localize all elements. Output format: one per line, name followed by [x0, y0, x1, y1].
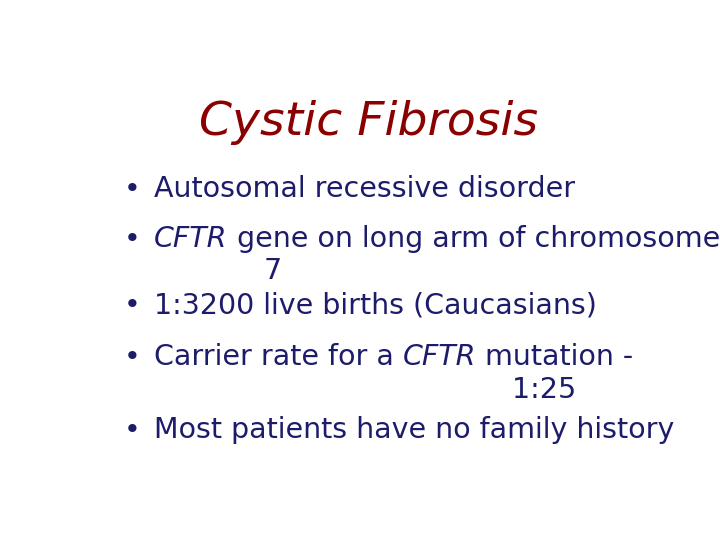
Text: Autosomal recessive disorder: Autosomal recessive disorder [154, 175, 575, 203]
Text: •: • [123, 175, 140, 203]
Text: gene on long arm of chromosome
    7: gene on long arm of chromosome 7 [228, 225, 720, 285]
Text: CFTR: CFTR [154, 225, 228, 253]
Text: 1:3200 live births (Caucasians): 1:3200 live births (Caucasians) [154, 292, 597, 320]
Text: CFTR: CFTR [403, 343, 477, 372]
Text: mutation -
    1:25: mutation - 1:25 [477, 343, 634, 404]
Text: •: • [123, 416, 140, 444]
Text: •: • [123, 292, 140, 320]
Text: •: • [123, 343, 140, 372]
Text: Cystic Fibrosis: Cystic Fibrosis [199, 100, 539, 145]
Text: Carrier rate for a: Carrier rate for a [154, 343, 403, 372]
Text: Most patients have no family history: Most patients have no family history [154, 416, 675, 444]
Text: •: • [123, 225, 140, 253]
